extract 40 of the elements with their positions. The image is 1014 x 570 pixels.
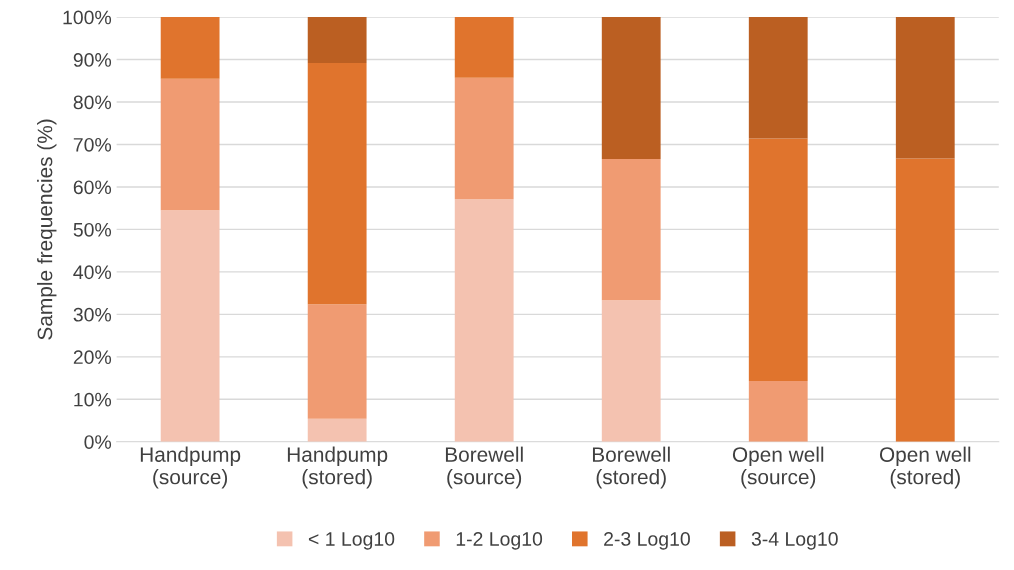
y-tick-label: 0% (84, 435, 112, 449)
bar (160, 210, 220, 442)
legend-label: 2-3 Log10 (604, 532, 690, 550)
bar (454, 199, 514, 442)
y-tick-label: 70% (73, 137, 112, 152)
y-tick-label: 50% (73, 222, 112, 237)
legend-label: 3-4 Log10 (751, 532, 838, 550)
bar (748, 17, 808, 139)
bar (601, 300, 661, 442)
x-tick-label: Open well (source) (732, 446, 824, 489)
y-tick-label: 30% (73, 307, 112, 322)
x-tick-label: Borewell (source) (445, 446, 523, 489)
bar (748, 138, 808, 382)
x-tick-label: Borewell (stored) (592, 446, 670, 489)
legend-label: < 1 Log10 (308, 532, 395, 550)
y-tick-label: 20% (73, 350, 112, 365)
x-tick-label: Handpump (stored) (287, 446, 388, 489)
bar (307, 304, 367, 419)
legend-label: 1-2 Log10 (456, 532, 543, 550)
y-tick-label: 60% (73, 180, 112, 195)
y-tick-label: 90% (73, 53, 112, 67)
bar (160, 78, 220, 211)
bar (601, 158, 661, 301)
bar (307, 418, 367, 442)
bar (307, 62, 367, 305)
bar (601, 17, 661, 159)
x-tick-label: Open well (stored) (879, 446, 971, 489)
bar (307, 17, 367, 63)
bar (454, 77, 514, 200)
y-axis-title: Sample frequencies (%) (37, 119, 57, 340)
bar (160, 17, 220, 79)
bar (895, 17, 955, 159)
bar (454, 17, 514, 78)
y-tick-label: 10% (74, 392, 112, 407)
y-tick-label: 100% (63, 10, 112, 25)
y-tick-label: 40% (73, 265, 112, 280)
bar (895, 158, 955, 442)
y-tick-label: 80% (73, 95, 112, 110)
x-tick-label: Handpump (source) (140, 446, 241, 489)
bar (748, 381, 808, 442)
